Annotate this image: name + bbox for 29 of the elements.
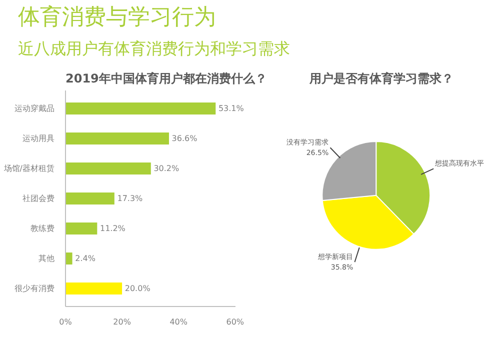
x-tick-label: 60% bbox=[226, 317, 244, 326]
x-tick-label: 40% bbox=[170, 317, 188, 326]
x-tick-label: 20% bbox=[113, 317, 132, 326]
data-label: 2.4% bbox=[75, 254, 96, 263]
chart-title: 2019年中国体育用户都在消费什么？ bbox=[66, 71, 267, 86]
data-label: 17.3% bbox=[117, 194, 144, 203]
bar bbox=[66, 222, 98, 234]
bar bbox=[66, 252, 72, 264]
y-tick-label: 很少有消费 bbox=[14, 284, 54, 293]
data-label: 30.2% bbox=[154, 164, 180, 173]
y-tick-label: 教练费 bbox=[30, 224, 54, 233]
data-label: 53.1% bbox=[218, 104, 244, 113]
y-tick-label: 运动穿戴品 bbox=[14, 104, 54, 113]
text: 体育消费与学习行为 bbox=[18, 5, 216, 30]
data-label: 20.0% bbox=[124, 284, 151, 293]
bar bbox=[66, 132, 169, 144]
y-tick-label: 社团会费 bbox=[22, 194, 54, 203]
bar bbox=[66, 282, 122, 294]
data-label: 36.6% bbox=[172, 134, 198, 143]
bar bbox=[66, 102, 216, 114]
text: 近八成用户有体育消费行为和学习需求 bbox=[18, 39, 290, 59]
y-tick-label: 场馆/器材租赁 bbox=[2, 164, 55, 173]
y-tick-label: 运动用具 bbox=[22, 134, 54, 143]
x-tick-label: 0% bbox=[59, 317, 72, 326]
chart-title: 用户是否有体育学习需求？ bbox=[308, 71, 454, 86]
bar bbox=[66, 162, 151, 174]
bar bbox=[66, 192, 114, 204]
y-tick-label: 其他 bbox=[38, 254, 54, 263]
data-label: 11.2% bbox=[100, 224, 126, 233]
